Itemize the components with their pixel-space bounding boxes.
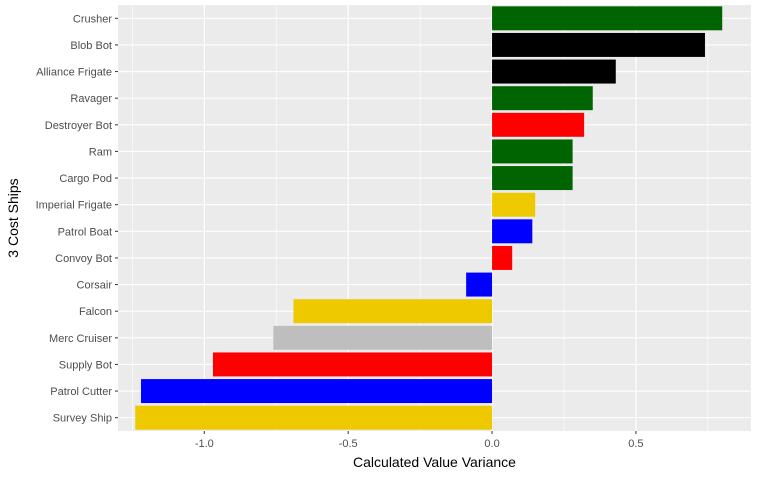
y-tick-label: Corsair <box>77 280 113 292</box>
bar <box>492 139 573 164</box>
bar <box>492 166 573 191</box>
y-tick-label: Alliance Frigate <box>36 67 112 79</box>
bar <box>273 325 493 350</box>
y-tick-label: Patrol Boat <box>58 226 112 238</box>
y-tick-label: Convoy Bot <box>55 253 112 265</box>
y-tick-label: Ram <box>89 146 112 158</box>
bar <box>466 272 493 297</box>
bar <box>492 219 533 244</box>
y-axis-title: 3 Cost Ships <box>5 178 21 257</box>
bar <box>492 192 536 217</box>
x-tick-label: -0.5 <box>339 438 358 450</box>
bar <box>141 379 493 404</box>
y-tick-label: Patrol Cutter <box>50 386 112 398</box>
bar <box>492 245 513 270</box>
x-axis-title: Calculated Value Variance <box>353 454 516 470</box>
x-ticks: -1.0 -0.5 0.0 0.5 <box>195 431 644 450</box>
bar <box>492 112 585 137</box>
y-ticks: Crusher Blob Bot Alliance Frigate Ravager De… <box>36 13 118 425</box>
bars <box>135 6 723 430</box>
y-tick-label: Destroyer Bot <box>45 120 112 132</box>
x-tick-label: -1.0 <box>195 438 214 450</box>
bar <box>135 405 493 430</box>
y-tick-label: Survey Ship <box>53 413 112 425</box>
bar <box>492 6 723 31</box>
y-tick-label: Falcon <box>79 306 112 318</box>
y-tick-label: Crusher <box>73 13 112 25</box>
bar <box>492 86 593 111</box>
y-tick-label: Merc Cruiser <box>49 333 112 345</box>
bar <box>492 32 705 57</box>
bar <box>492 59 616 84</box>
y-tick-label: Supply Bot <box>59 359 112 371</box>
x-tick-label: 0.5 <box>628 438 643 450</box>
bar <box>212 352 493 377</box>
y-tick-label: Cargo Pod <box>59 173 112 185</box>
bar <box>293 299 493 324</box>
y-tick-label: Blob Bot <box>70 40 112 52</box>
y-tick-label: Imperial Frigate <box>36 200 112 212</box>
y-tick-label: Ravager <box>70 93 112 105</box>
x-tick-label: 0.0 <box>484 438 499 450</box>
